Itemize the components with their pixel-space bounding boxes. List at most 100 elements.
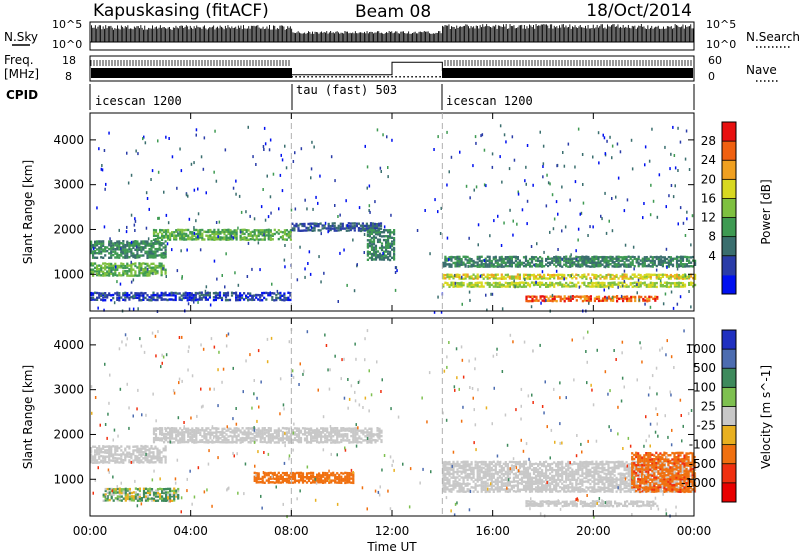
heatmap-noise-cell — [199, 248, 202, 252]
nsky-bar — [666, 26, 668, 42]
heatmap-cell — [628, 297, 631, 300]
heatmap-cell — [160, 291, 163, 295]
heatmap-cell — [506, 256, 509, 259]
heatmap-cell — [305, 229, 308, 232]
heatmap-cell — [235, 439, 238, 442]
heatmap-cell — [654, 295, 657, 298]
heatmap-cell — [144, 296, 147, 300]
heatmap-noise-cell — [684, 274, 687, 278]
heatmap-cell — [160, 457, 163, 460]
heatmap-noise-cell — [281, 158, 284, 162]
heatmap-cell — [255, 229, 258, 232]
nsky-bar — [643, 26, 645, 42]
heatmap-cell — [599, 256, 602, 259]
heatmap-cell — [476, 469, 479, 472]
heatmap-cell — [444, 482, 447, 485]
heatmap-cell — [279, 291, 282, 295]
heatmap-cell — [267, 236, 270, 240]
heatmap-noise-cell — [276, 289, 279, 293]
nsky-bar — [176, 27, 178, 42]
heatmap-cell — [494, 482, 497, 486]
heatmap-cell — [508, 490, 511, 493]
heatmap-cell — [186, 294, 189, 297]
nsky-bar — [114, 28, 116, 42]
heatmap-cell — [494, 265, 497, 268]
heatmap-cell — [617, 255, 620, 258]
heatmap-cell — [185, 440, 188, 444]
heatmap-noise-cell — [367, 225, 370, 228]
heatmap-cell — [100, 447, 103, 450]
heatmap-cell — [500, 465, 503, 468]
heatmap-cell — [164, 268, 167, 271]
heatmap-cell — [669, 275, 672, 278]
heatmap-noise-cell — [509, 208, 511, 212]
heatmap-cell — [581, 281, 584, 285]
heatmap-noise-cell — [603, 136, 606, 140]
heatmap-cell — [605, 263, 608, 266]
heatmap-cell — [466, 460, 469, 463]
heatmap-noise-cell — [524, 179, 526, 183]
heatmap-cell — [213, 236, 216, 239]
heatmap-cell — [502, 478, 505, 482]
heatmap-cell — [295, 427, 299, 430]
heatmap-cell — [532, 281, 536, 284]
heatmap-cell — [607, 295, 611, 298]
heatmap-cell — [148, 264, 151, 267]
heatmap-cell — [267, 427, 270, 430]
heatmap-cell — [496, 480, 499, 484]
heatmap-cell — [512, 281, 515, 284]
heatmap-cell — [326, 431, 329, 434]
heatmap-cell — [205, 433, 208, 436]
heatmap-cell — [124, 449, 127, 452]
heatmap-cell — [488, 259, 491, 262]
heatmap-cell — [100, 247, 103, 251]
heatmap-cell — [235, 429, 238, 432]
heatmap-cell — [486, 265, 489, 268]
heatmap-noise-cell — [237, 283, 240, 287]
heatmap-cell — [130, 264, 133, 268]
heatmap-noise-cell — [260, 205, 263, 209]
heatmap-cell — [126, 292, 129, 295]
heatmap-cell — [575, 277, 578, 280]
nsky-bar — [664, 28, 666, 42]
heatmap-cell — [263, 432, 266, 436]
heatmap-cell — [225, 437, 228, 440]
heatmap-noise-cell — [104, 187, 106, 191]
heatmap-cell — [573, 263, 576, 266]
heatmap-cell — [502, 484, 505, 487]
heatmap-cell — [332, 441, 335, 444]
heatmap-cell — [160, 273, 163, 277]
heatmap-cell — [663, 256, 666, 259]
heatmap-cell — [233, 440, 236, 444]
heatmap-cell — [504, 261, 507, 264]
heatmap-cell — [179, 433, 182, 436]
heatmap-cell — [484, 460, 487, 464]
heatmap-cell — [227, 429, 230, 432]
heatmap-noise-cell — [616, 142, 619, 146]
heatmap-cell — [356, 441, 359, 444]
heatmap-cell — [692, 285, 695, 288]
heatmap-cell — [114, 461, 117, 464]
heatmap-cell — [460, 281, 463, 284]
heatmap-cell — [154, 264, 157, 268]
heatmap-cell — [364, 435, 367, 438]
heatmap-noise-cell — [589, 225, 591, 229]
heatmap-noise-cell — [545, 298, 547, 302]
heatmap-cell — [597, 295, 601, 298]
heatmap-cell — [619, 285, 622, 288]
heatmap-cell — [661, 259, 664, 262]
heatmap-cell — [100, 240, 103, 243]
heatmap-cell — [116, 256, 119, 259]
heatmap-cell — [263, 238, 266, 241]
nsky-bar — [426, 31, 428, 42]
heatmap-cell — [281, 426, 284, 430]
heatmap-cell — [484, 470, 487, 474]
heatmap-cell — [172, 291, 175, 295]
heatmap-cell — [106, 272, 109, 275]
nsky-bar — [91, 25, 92, 42]
heatmap-noise-cell — [263, 233, 265, 237]
heatmap-cell — [659, 261, 662, 264]
heatmap-noise-cell — [195, 219, 197, 223]
heatmap-cell — [114, 292, 117, 295]
heatmap-cell — [512, 465, 515, 468]
